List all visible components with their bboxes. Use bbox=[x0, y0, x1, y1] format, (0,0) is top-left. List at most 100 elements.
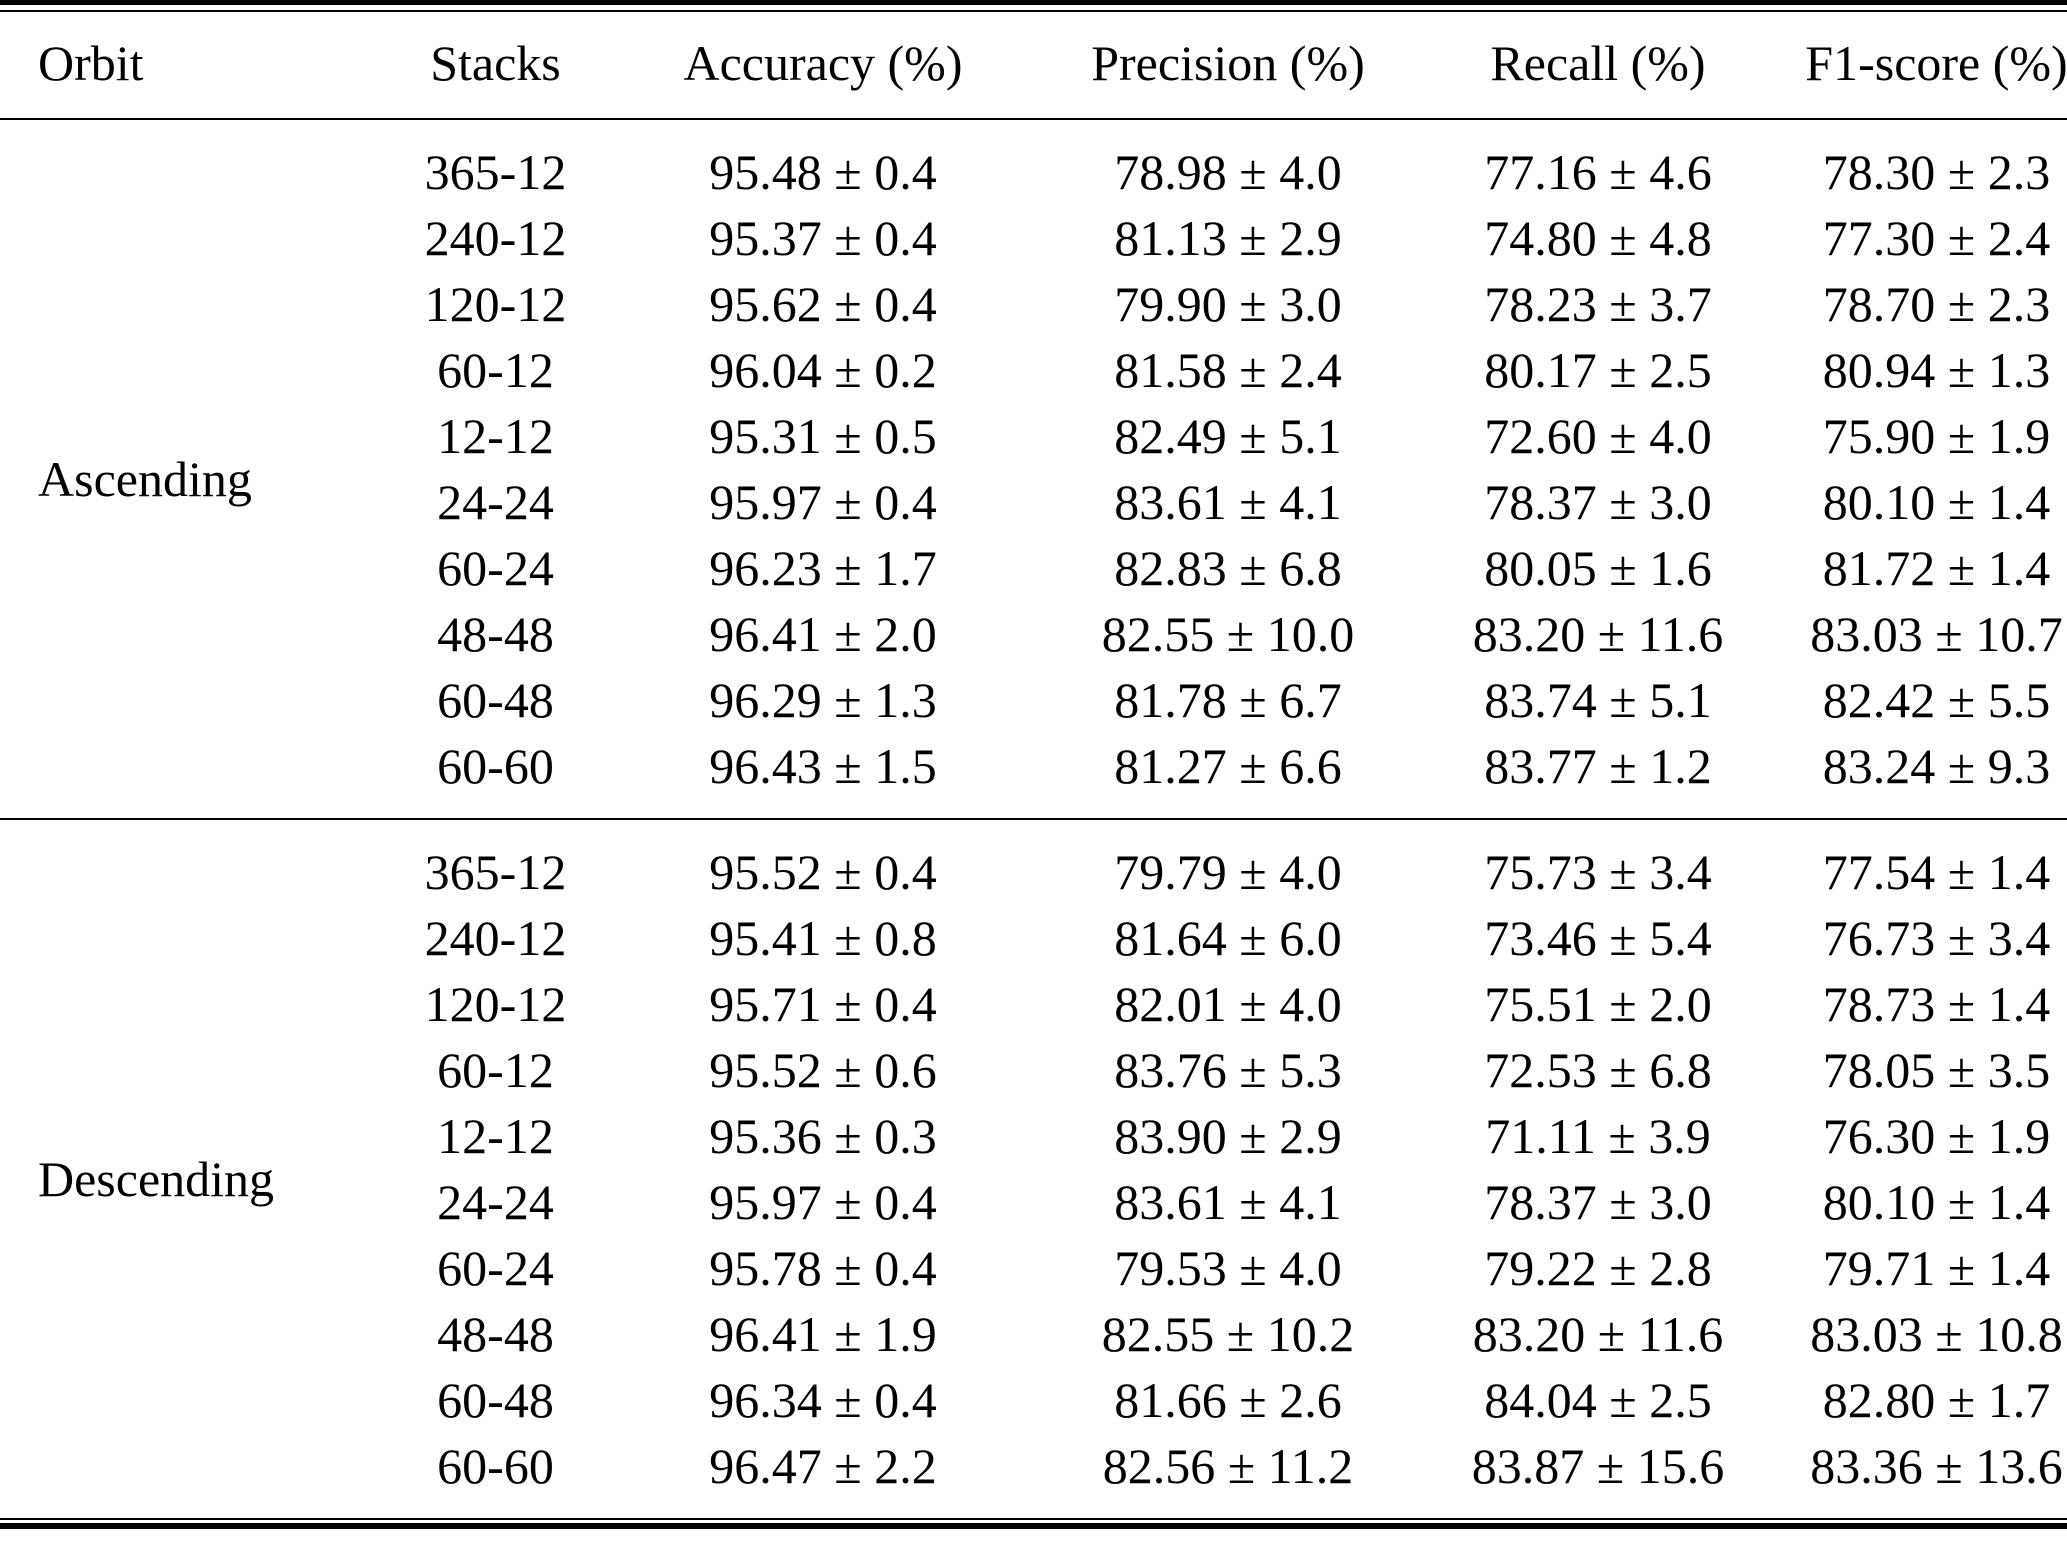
stacks-cell: 60-12 bbox=[437, 1042, 554, 1098]
recall-cell: 83.77 ± 1.2 bbox=[1484, 738, 1712, 794]
precision-cell: 82.01 ± 4.0 bbox=[1114, 976, 1342, 1032]
bottom-rule-thick bbox=[0, 1523, 2067, 1529]
f1-cell: 78.70 ± 2.3 bbox=[1822, 276, 2051, 332]
precision-cell: 83.61 ± 4.1 bbox=[1114, 474, 1342, 530]
f1-cell: 82.42 ± 5.5 bbox=[1822, 672, 2051, 728]
table-row: 120-12 95.62 ± 0.4 79.90 ± 3.0 78.23 ± 3.7 7… bbox=[0, 271, 2067, 337]
recall-cell: 78.37 ± 3.0 bbox=[1484, 1174, 1712, 1230]
accuracy-cell: 95.52 ± 0.6 bbox=[709, 1042, 937, 1098]
accuracy-cell: 96.47 ± 2.2 bbox=[709, 1438, 937, 1494]
precision-cell: 81.78 ± 6.7 bbox=[1114, 672, 1342, 728]
precision-cell: 82.49 ± 5.1 bbox=[1114, 408, 1342, 464]
f1-cell: 80.10 ± 1.4 bbox=[1822, 474, 2051, 530]
recall-cell: 72.53 ± 6.8 bbox=[1484, 1042, 1712, 1098]
recall-cell: 77.16 ± 4.6 bbox=[1484, 144, 1712, 200]
accuracy-cell: 96.41 ± 2.0 bbox=[709, 606, 937, 662]
f1-cell: 75.90 ± 1.9 bbox=[1822, 408, 2051, 464]
f1-cell: 83.03 ± 10.8 bbox=[1810, 1306, 2063, 1362]
stacks-cell: 12-12 bbox=[437, 408, 554, 464]
recall-cell: 74.80 ± 4.8 bbox=[1484, 210, 1712, 266]
accuracy-cell: 95.48 ± 0.4 bbox=[709, 144, 937, 200]
header-accuracy: Accuracy (%) bbox=[618, 12, 1028, 120]
precision-cell: 83.61 ± 4.1 bbox=[1114, 1174, 1342, 1230]
stacks-cell: 60-60 bbox=[437, 1438, 554, 1494]
accuracy-cell: 96.43 ± 1.5 bbox=[709, 738, 937, 794]
table-row: 60-60 96.43 ± 1.5 81.27 ± 6.6 83.77 ± 1.2 83… bbox=[0, 733, 2067, 819]
table-row: 240-12 95.37 ± 0.4 81.13 ± 2.9 74.80 ± 4.8 7… bbox=[0, 205, 2067, 271]
header-orbit: Orbit bbox=[0, 12, 373, 120]
top-rule-thick bbox=[0, 0, 2067, 5]
stacks-cell: 48-48 bbox=[437, 1306, 554, 1362]
recall-cell: 75.73 ± 3.4 bbox=[1484, 844, 1712, 900]
stacks-cell: 60-24 bbox=[437, 540, 554, 596]
accuracy-cell: 96.04 ± 0.2 bbox=[709, 342, 937, 398]
table-row: Descending 365-12 95.52 ± 0.4 79.79 ± 4.0 75… bbox=[0, 819, 2067, 1205]
table-row: 24-24 95.97 ± 0.4 83.61 ± 4.1 78.37 ± 3.0 80… bbox=[0, 1169, 2067, 1235]
precision-cell: 79.90 ± 3.0 bbox=[1114, 276, 1342, 332]
f1-cell: 76.73 ± 3.4 bbox=[1822, 910, 2051, 966]
recall-cell: 84.04 ± 2.5 bbox=[1484, 1372, 1712, 1428]
precision-cell: 81.66 ± 2.6 bbox=[1114, 1372, 1342, 1428]
recall-cell: 78.37 ± 3.0 bbox=[1484, 474, 1712, 530]
precision-cell: 78.98 ± 4.0 bbox=[1114, 144, 1342, 200]
stacks-cell: 120-12 bbox=[424, 276, 567, 332]
table-row: 60-12 96.04 ± 0.2 81.58 ± 2.4 80.17 ± 2.5 80… bbox=[0, 337, 2067, 403]
header-recall: Recall (%) bbox=[1428, 12, 1768, 120]
precision-cell: 83.90 ± 2.9 bbox=[1114, 1108, 1342, 1164]
table-row: 12-12 95.31 ± 0.5 82.49 ± 5.1 72.60 ± 4.0 75… bbox=[0, 403, 2067, 469]
recall-cell: 73.46 ± 5.4 bbox=[1484, 910, 1712, 966]
table-row: 60-24 96.23 ± 1.7 82.83 ± 6.8 80.05 ± 1.6 81… bbox=[0, 535, 2067, 601]
stacks-cell: 24-24 bbox=[437, 1174, 554, 1230]
table-row: 120-12 95.71 ± 0.4 82.01 ± 4.0 75.51 ± 2.0 7… bbox=[0, 971, 2067, 1037]
stacks-cell: 60-60 bbox=[437, 738, 554, 794]
precision-cell: 82.55 ± 10.2 bbox=[1101, 1306, 1355, 1362]
table-row: 60-48 96.29 ± 1.3 81.78 ± 6.7 83.74 ± 5.1 82… bbox=[0, 667, 2067, 733]
accuracy-cell: 95.97 ± 0.4 bbox=[709, 1174, 937, 1230]
table-header: Orbit Stacks Accuracy (%) Precision (%) … bbox=[0, 12, 2067, 120]
section-ascending: Ascending 365-12 95.48 ± 0.4 78.98 ± 4.0 77.… bbox=[0, 119, 2067, 819]
stacks-cell: 240-12 bbox=[424, 910, 567, 966]
f1-cell: 83.03 ± 10.7 bbox=[1810, 606, 2063, 662]
f1-cell: 77.30 ± 2.4 bbox=[1822, 210, 2051, 266]
precision-cell: 79.79 ± 4.0 bbox=[1114, 844, 1342, 900]
accuracy-cell: 95.41 ± 0.8 bbox=[709, 910, 937, 966]
accuracy-cell: 95.78 ± 0.4 bbox=[709, 1240, 937, 1296]
orbit-label: Ascending bbox=[38, 450, 252, 507]
table-row: 48-48 96.41 ± 1.9 82.55 ± 10.2 83.20 ± 11.6… bbox=[0, 1301, 2067, 1367]
header-row: Orbit Stacks Accuracy (%) Precision (%) … bbox=[0, 12, 2067, 120]
section-descending: Descending 365-12 95.52 ± 0.4 79.79 ± 4.0 75… bbox=[0, 819, 2067, 1519]
table-row: 60-48 96.34 ± 0.4 81.66 ± 2.6 84.04 ± 2.5 82… bbox=[0, 1367, 2067, 1433]
header-f1: F1-score (%) bbox=[1768, 12, 2067, 120]
stacks-cell: 240-12 bbox=[424, 210, 567, 266]
metrics-table: Orbit Stacks Accuracy (%) Precision (%) … bbox=[0, 12, 2067, 1520]
precision-cell: 81.27 ± 6.6 bbox=[1114, 738, 1342, 794]
precision-cell: 83.76 ± 5.3 bbox=[1114, 1042, 1342, 1098]
precision-cell: 82.56 ± 11.2 bbox=[1102, 1438, 1354, 1494]
stacks-cell: 48-48 bbox=[437, 606, 554, 662]
precision-cell: 82.83 ± 6.8 bbox=[1114, 540, 1342, 596]
accuracy-cell: 95.36 ± 0.3 bbox=[709, 1108, 937, 1164]
f1-cell: 77.54 ± 1.4 bbox=[1822, 844, 2051, 900]
table-row: 240-12 95.41 ± 0.8 81.64 ± 6.0 73.46 ± 5.4 7… bbox=[0, 905, 2067, 971]
accuracy-cell: 96.29 ± 1.3 bbox=[709, 672, 937, 728]
stacks-cell: 120-12 bbox=[424, 976, 567, 1032]
stacks-cell: 60-48 bbox=[437, 1372, 554, 1428]
accuracy-cell: 95.37 ± 0.4 bbox=[709, 210, 937, 266]
recall-cell: 79.22 ± 2.8 bbox=[1484, 1240, 1712, 1296]
recall-cell: 83.87 ± 15.6 bbox=[1471, 1438, 1725, 1494]
recall-cell: 83.20 ± 11.6 bbox=[1472, 1306, 1724, 1362]
recall-cell: 83.74 ± 5.1 bbox=[1484, 672, 1712, 728]
f1-cell: 78.30 ± 2.3 bbox=[1822, 144, 2051, 200]
f1-cell: 78.73 ± 1.4 bbox=[1822, 976, 2051, 1032]
table-row: Ascending 365-12 95.48 ± 0.4 78.98 ± 4.0 77.… bbox=[0, 119, 2067, 505]
accuracy-cell: 95.31 ± 0.5 bbox=[709, 408, 937, 464]
recall-cell: 80.05 ± 1.6 bbox=[1484, 540, 1712, 596]
table-row: 12-12 95.36 ± 0.3 83.90 ± 2.9 71.11 ± 3.9 76… bbox=[0, 1103, 2067, 1169]
recall-cell: 72.60 ± 4.0 bbox=[1484, 408, 1712, 464]
recall-cell: 83.20 ± 11.6 bbox=[1472, 606, 1724, 662]
stacks-cell: 60-48 bbox=[437, 672, 554, 728]
f1-cell: 80.94 ± 1.3 bbox=[1822, 342, 2051, 398]
top-rule-thin bbox=[0, 10, 2067, 12]
f1-cell: 76.30 ± 1.9 bbox=[1822, 1108, 2051, 1164]
accuracy-cell: 95.52 ± 0.4 bbox=[709, 844, 937, 900]
